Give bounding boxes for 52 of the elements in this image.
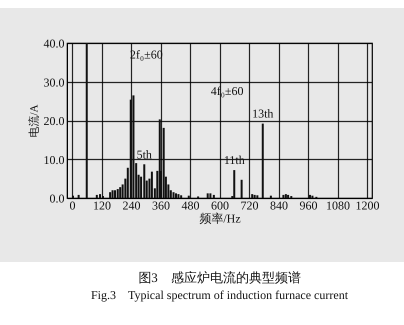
bar [132, 95, 134, 198]
x-tick-label: 1200 [356, 198, 380, 212]
bar [86, 43, 88, 198]
bar [240, 180, 243, 198]
y-tick-label: 30.0 [44, 75, 64, 90]
x-axis-title: 频率/Hz [199, 212, 241, 226]
bar [177, 194, 180, 198]
bar [109, 192, 112, 198]
bar [209, 193, 212, 198]
bar [99, 194, 102, 198]
bar [212, 194, 215, 198]
y-tick-label: 20.0 [44, 114, 64, 128]
x-tick-label: 720 [240, 198, 258, 212]
bar [287, 194, 290, 198]
bar [174, 193, 177, 198]
bar [112, 190, 114, 198]
x-tick-label: 600 [211, 198, 229, 212]
bar [143, 164, 146, 198]
text: Fig.3 Typical spectrum of induction furnace current [90, 288, 349, 302]
y-tick-label: 40.0 [44, 36, 64, 50]
y-tick-label: 10.0 [44, 152, 64, 167]
bar [254, 194, 256, 198]
text: 图3 感应炉电流的典型频谱 [138, 270, 301, 285]
bar [282, 194, 284, 198]
bar [180, 195, 182, 198]
bar [114, 190, 116, 198]
bar [256, 195, 258, 198]
annotation: 5th [136, 147, 152, 162]
bar [262, 124, 264, 198]
bar [78, 194, 80, 198]
x-tick-label: 480 [182, 198, 200, 212]
bar [308, 194, 311, 198]
bar [206, 193, 209, 198]
bar [96, 194, 98, 198]
bar [150, 172, 153, 198]
bar [130, 100, 132, 198]
x-tick-label: 1080 [326, 198, 350, 212]
y-axis-title: 电流/A [28, 104, 40, 138]
bar [172, 192, 175, 198]
x-tick-label: 0 [70, 198, 76, 212]
annotation: 13th [252, 106, 274, 121]
x-tick-label: 840 [270, 198, 288, 212]
bar [233, 170, 236, 198]
x-tick-label: 360 [152, 198, 170, 212]
x-tick-label: 240 [122, 198, 140, 212]
x-tick-label: 120 [93, 198, 111, 212]
x-tick-label: 960 [300, 198, 318, 212]
bar [119, 187, 122, 198]
bar [116, 189, 119, 198]
bar [251, 194, 254, 198]
y-tick-label: 0.0 [50, 192, 64, 206]
bar [284, 194, 287, 198]
